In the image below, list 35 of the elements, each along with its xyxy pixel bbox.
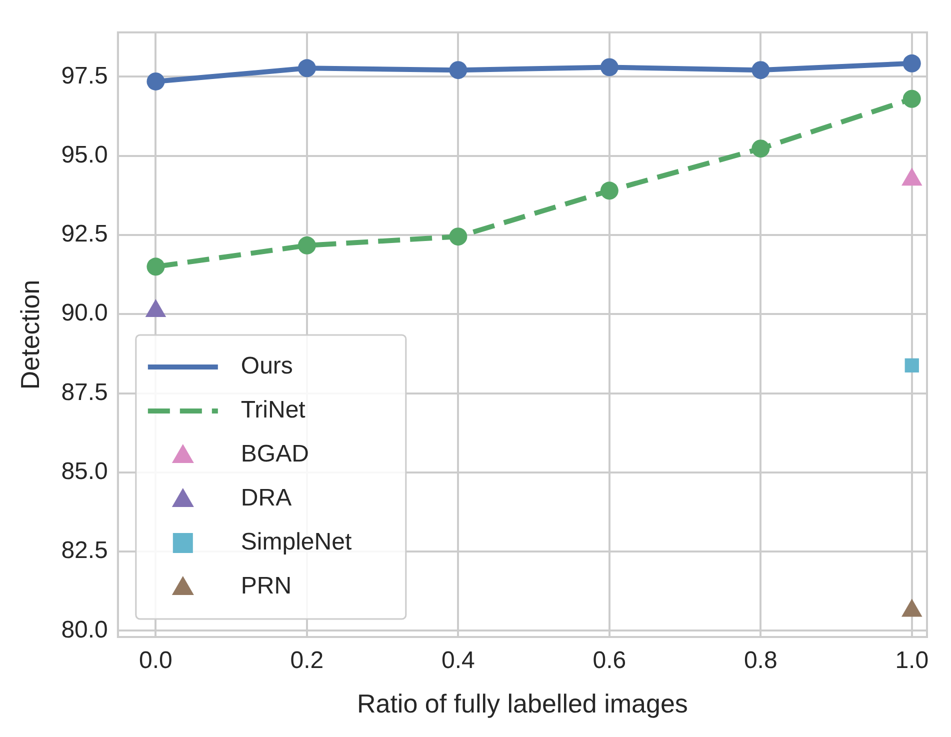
y-tick-label: 80.0 [61,616,108,644]
point [902,54,921,72]
point [298,236,316,254]
y-tick-label: 87.5 [61,378,108,406]
legend-label: Ours [240,352,293,380]
point [600,182,618,200]
y-tick-label: 90.0 [61,300,108,327]
x-tick-label: 0.4 [441,647,475,674]
y-tick-label: 85.0 [61,458,108,486]
point [902,90,921,108]
point [904,358,919,372]
point [146,72,165,90]
y-tick-label: 92.5 [61,220,108,248]
y-tick-label: 97.5 [61,62,108,90]
x-tick-label: 0.2 [290,647,324,674]
x-tick-label: 0.8 [744,647,778,674]
legend-label: DRA [240,484,292,512]
legend-label: TriNet [240,396,306,424]
x-tick-label: 0.0 [139,647,172,674]
point [449,61,468,80]
point [752,140,770,158]
legend-label: BGAD [240,440,309,468]
point [298,59,316,78]
y-axis-title: Detection [14,280,45,390]
x-axis-title: Ratio of fully labelled images [356,688,688,719]
point [600,58,618,76]
y-tick-label: 95.0 [61,141,108,168]
point [752,61,770,80]
x-tick-label: 0.6 [592,647,626,674]
y-tick-label: 82.5 [61,537,108,564]
point [146,258,165,276]
legend-label: SimpleNet [240,528,352,556]
x-tick-label: 1.0 [895,647,929,674]
legend-label: PRN [240,572,292,600]
point [449,228,468,246]
